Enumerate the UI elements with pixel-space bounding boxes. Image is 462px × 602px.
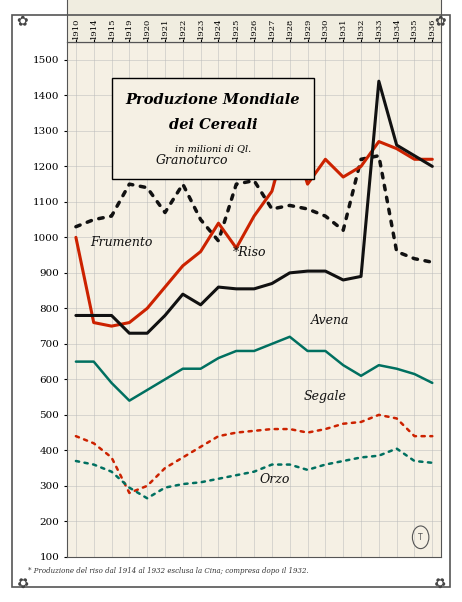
Text: Frumento: Frumento <box>90 236 152 249</box>
Bar <box>67 0 441 42</box>
Text: Segale: Segale <box>304 389 347 403</box>
Text: ✿: ✿ <box>434 574 446 588</box>
FancyBboxPatch shape <box>112 78 314 179</box>
Text: ✿: ✿ <box>434 14 446 28</box>
Text: Granoturco: Granoturco <box>156 154 229 167</box>
Text: Produzione Mondiale: Produzione Mondiale <box>126 93 300 107</box>
Text: dei Cereali: dei Cereali <box>169 119 257 132</box>
Text: ✿: ✿ <box>16 574 28 588</box>
Text: T: T <box>418 533 423 542</box>
Text: in milioni di Ql.: in milioni di Ql. <box>175 144 251 153</box>
Text: *Riso: *Riso <box>233 246 266 259</box>
Text: Avena: Avena <box>311 314 350 327</box>
Text: * Produzione del riso dal 1914 al 1932 esclusa la Cina; compresa dopo il 1932.: * Produzione del riso dal 1914 al 1932 e… <box>28 567 309 575</box>
Text: Orzo: Orzo <box>260 473 290 486</box>
Text: ✿: ✿ <box>16 14 28 28</box>
